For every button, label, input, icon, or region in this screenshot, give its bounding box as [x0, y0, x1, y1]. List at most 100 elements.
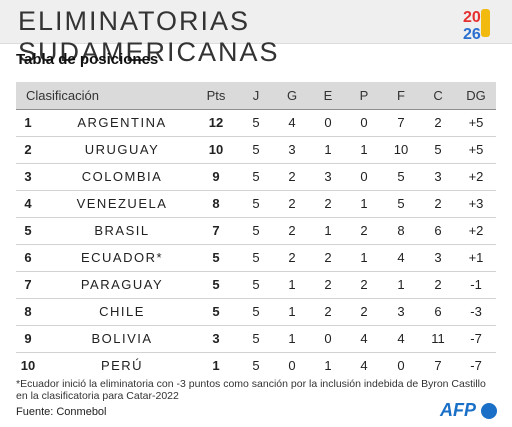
row-goals-for: 10: [382, 136, 421, 164]
row-goal-difference: +5: [456, 136, 497, 164]
table-row: 2 URUGUAY 10 5 3 1 1 10 5 +5: [16, 136, 497, 164]
row-won: 1: [274, 325, 311, 353]
row-lost: 4: [360, 358, 368, 374]
row-goals-against: 6: [420, 298, 457, 326]
row-goals-against: 2: [420, 190, 457, 218]
standings-table: Clasificación Pts J G E P F C DG 1 ARGENT…: [16, 82, 497, 379]
row-won: 1: [274, 298, 311, 326]
row-goals-for: 7: [382, 109, 421, 137]
row-points: 10: [194, 136, 239, 164]
footnote: *Ecuador inició la eliminatoria con -3 p…: [16, 378, 486, 402]
afp-logo-dot: [481, 403, 497, 419]
page-title: ELIMINATORIAS SUDAMERICANAS: [18, 6, 280, 67]
row-played: 5: [238, 325, 275, 353]
row-played: 5: [238, 217, 275, 245]
row-goals-against: 6: [420, 217, 457, 245]
row-won: 2: [274, 244, 311, 272]
row-won: 2: [274, 190, 311, 218]
column-header-c: C: [420, 82, 457, 110]
row-points: 1: [212, 358, 220, 374]
row-lost: 2: [346, 271, 383, 299]
row-position: 6: [16, 244, 46, 272]
row-won: 2: [274, 163, 311, 191]
row-drawn: 2: [310, 271, 347, 299]
row-points: 8: [194, 190, 239, 218]
row-goals-for: 4: [382, 244, 421, 272]
row-goals-against: 3: [420, 163, 457, 191]
source-credit: Fuente: Conmebol: [16, 406, 107, 418]
row-played: 5: [238, 298, 275, 326]
table-row: 7 PARAGUAY 5 5 1 2 2 1 2 -1: [16, 271, 497, 299]
row-drawn: 2: [310, 244, 347, 272]
row-goals-for: 0: [397, 358, 405, 374]
row-played: 5: [238, 271, 275, 299]
row-goals-for: 1: [382, 271, 421, 299]
column-header-pts: Pts: [194, 82, 239, 110]
table-header-row: Clasificación Pts J G E P F C DG: [16, 82, 497, 110]
table-row: 9 BOLIVIA 3 5 1 0 4 4 11 -7: [16, 325, 497, 353]
row-team-name: CHILE: [46, 298, 195, 326]
row-team-name: VENEZUELA: [46, 190, 195, 218]
row-team-name: URUGUAY: [46, 136, 195, 164]
row-points: 7: [194, 217, 239, 245]
column-header-f: F: [382, 82, 421, 110]
table-row: 4 VENEZUELA 8 5 2 2 1 5 2 +3: [16, 190, 497, 218]
row-won: 1: [274, 271, 311, 299]
row-goals-against: 5: [420, 136, 457, 164]
table-subtitle: Tabla de posiciones: [16, 51, 159, 68]
row-goals-against: 7: [434, 358, 442, 374]
svg-text:20: 20: [463, 9, 481, 26]
row-lost: 2: [346, 217, 383, 245]
row-played: 5: [238, 190, 275, 218]
row-drawn: 1: [324, 358, 332, 374]
row-drawn: 3: [310, 163, 347, 191]
row-points: 5: [194, 298, 239, 326]
row-lost: 1: [346, 190, 383, 218]
row-goals-against: 11: [420, 325, 457, 353]
row-goal-difference: -1: [456, 271, 497, 299]
row-position: 2: [16, 136, 46, 164]
row-lost: 4: [346, 325, 383, 353]
column-header-p: P: [346, 82, 383, 110]
row-drawn: 0: [310, 325, 347, 353]
row-goals-for: 5: [382, 163, 421, 191]
row-won: 0: [288, 358, 296, 374]
row-drawn: 1: [310, 217, 347, 245]
row-goals-against: 2: [420, 109, 457, 137]
row-position: 5: [16, 217, 46, 245]
header-bar: ELIMINATORIAS SUDAMERICANAS 20 26: [0, 0, 512, 67]
row-drawn: 2: [310, 298, 347, 326]
row-team-name: ARGENTINA: [46, 109, 195, 137]
column-header-clasificacion: Clasificación: [16, 82, 195, 110]
afp-logo-text: AFP: [440, 400, 476, 420]
row-played: 5: [238, 163, 275, 191]
row-team-name: PARAGUAY: [46, 271, 195, 299]
row-goals-against: 2: [420, 271, 457, 299]
row-goal-difference: +2: [456, 217, 497, 245]
table-row: 3 COLOMBIA 9 5 2 3 0 5 3 +2: [16, 163, 497, 191]
world-cup-2026-logo: 20 26: [463, 9, 490, 41]
row-won: 3: [274, 136, 311, 164]
row-team-name: PERÚ: [100, 358, 144, 374]
column-header-g: G: [274, 82, 311, 110]
row-goal-difference: +2: [456, 163, 497, 191]
row-goals-for: 8: [382, 217, 421, 245]
row-won: 2: [274, 217, 311, 245]
svg-text:26: 26: [463, 26, 481, 41]
row-position: 4: [16, 190, 46, 218]
row-goal-difference: +5: [456, 109, 497, 137]
row-goal-difference: -7: [470, 358, 482, 374]
row-position: 3: [16, 163, 46, 191]
row-position: 1: [16, 109, 46, 137]
row-lost: 1: [346, 244, 383, 272]
table-row: 10 PERÚ 1 5 0 1 4 0 7 -7: [16, 352, 496, 379]
row-position: 7: [16, 271, 46, 299]
row-position: 10: [20, 358, 36, 374]
row-goal-difference: +3: [456, 190, 497, 218]
row-drawn: 2: [310, 190, 347, 218]
row-played: 5: [252, 358, 260, 374]
row-goal-difference: -3: [456, 298, 497, 326]
row-points: 5: [194, 271, 239, 299]
row-lost: 0: [346, 163, 383, 191]
table-row: 1 ARGENTINA 12 5 4 0 0 7 2 +5: [16, 109, 497, 137]
